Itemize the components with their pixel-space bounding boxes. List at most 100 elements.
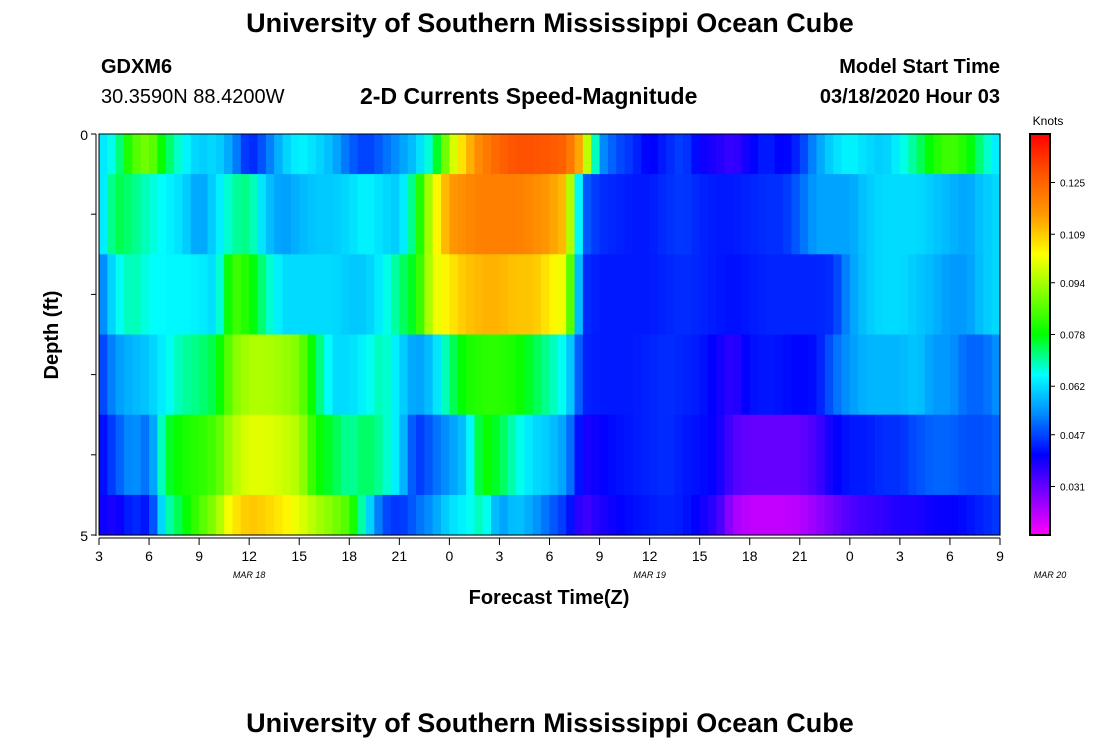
heatmap-cell <box>566 494 576 536</box>
heatmap-cell <box>174 174 184 255</box>
heatmap-cell <box>949 334 959 416</box>
heatmap-cell <box>582 494 592 536</box>
heatmap-cell <box>666 334 676 416</box>
heatmap-cell <box>324 174 334 255</box>
heatmap-cell <box>107 254 117 336</box>
heatmap-cell <box>649 414 659 496</box>
heatmap-cell <box>941 254 951 336</box>
heatmap-cell <box>232 494 242 536</box>
heatmap-cell <box>507 414 517 496</box>
heatmap-cell <box>249 174 259 255</box>
heatmap-cell <box>966 134 976 175</box>
chart-title-bottom: University of Southern Mississippi Ocean… <box>246 708 854 738</box>
heatmap-cell <box>582 134 592 175</box>
heatmap-cell <box>382 494 392 536</box>
heatmap-cell <box>958 494 968 536</box>
heatmap-cell <box>933 494 943 536</box>
heatmap-cell <box>724 414 734 496</box>
heatmap-cell <box>958 414 968 496</box>
heatmap-cell <box>874 494 884 536</box>
heatmap-cell <box>207 494 217 536</box>
heatmap-cell <box>315 494 325 536</box>
heatmap-cell <box>649 174 659 255</box>
heatmap-cell <box>399 174 409 255</box>
heatmap-cell <box>257 334 267 416</box>
heatmap-cell <box>365 134 375 175</box>
heatmap-cell <box>416 174 425 255</box>
heatmap-cell <box>357 134 367 175</box>
heatmap-cell <box>966 174 976 255</box>
heatmap-cell <box>657 334 667 416</box>
heatmap-cell <box>949 494 959 536</box>
heatmap-cell <box>724 334 734 416</box>
heatmap-cell <box>182 414 192 496</box>
heatmap-cell <box>374 254 384 336</box>
heatmap-cell <box>441 134 450 175</box>
heatmap-cell <box>149 494 158 536</box>
heatmap-cell <box>783 334 793 416</box>
heatmap-cell <box>924 134 934 175</box>
heatmap-cell <box>474 334 484 416</box>
heatmap-cell <box>432 494 442 536</box>
heatmap-cell <box>390 494 400 536</box>
heatmap-cell <box>249 494 259 536</box>
heatmap-cell <box>491 254 501 336</box>
heatmap-cell <box>199 494 209 536</box>
heatmap-cell <box>124 254 133 336</box>
heatmap-cell <box>941 414 951 496</box>
heatmap-cell <box>524 254 534 336</box>
heatmap-cell <box>240 414 250 496</box>
heatmap-cell <box>849 334 859 416</box>
heatmap-cell <box>182 334 192 416</box>
heatmap-cell <box>749 254 759 336</box>
heatmap-cell <box>833 334 843 416</box>
heatmap-cell <box>774 174 784 255</box>
heatmap-cell <box>741 494 751 536</box>
heatmap-cell <box>657 414 667 496</box>
heatmap-cell <box>557 334 567 416</box>
heatmap-cell <box>958 134 968 175</box>
heatmap-cell <box>457 414 467 496</box>
heatmap-cell <box>115 254 125 336</box>
heatmap-cell <box>290 334 300 416</box>
heatmap-cell <box>449 254 459 336</box>
heatmap-cell <box>365 494 375 536</box>
heatmap-cell <box>374 494 384 536</box>
heatmap-cell <box>632 134 642 175</box>
heatmap-cell <box>924 414 934 496</box>
heatmap-cell <box>699 134 709 175</box>
heatmap-cell <box>174 334 184 416</box>
heatmap-cell <box>858 134 868 175</box>
heatmap-cell <box>315 134 325 175</box>
heatmap-cell <box>249 414 259 496</box>
heatmap-cell <box>716 254 726 336</box>
heatmap-cell <box>157 334 167 416</box>
heatmap-cell <box>557 174 567 255</box>
heatmap-cell <box>607 494 617 536</box>
heatmap-cell <box>641 494 651 536</box>
heatmap-cell <box>399 134 409 175</box>
heatmap-cell <box>899 174 909 255</box>
heatmap-cell <box>274 134 284 175</box>
heatmap-cell <box>716 134 726 175</box>
heatmap-cell <box>858 494 868 536</box>
heatmap-cell <box>215 134 225 175</box>
heatmap-cell <box>290 414 300 496</box>
heatmap-cell <box>874 254 884 336</box>
heatmap-cell <box>899 134 909 175</box>
chart-subtitle: 2-D Currents Speed-Magnitude <box>360 83 698 109</box>
heatmap-cell <box>607 334 617 416</box>
heatmap-cell <box>783 494 793 536</box>
heatmap-cell <box>841 414 851 496</box>
heatmap-cell <box>791 414 801 496</box>
heatmap-cell <box>858 334 868 416</box>
heatmap-cell <box>799 414 809 496</box>
heatmap-cell <box>866 494 876 536</box>
heatmap-cell <box>616 254 626 336</box>
station-coordinates: 30.3590N 88.4200W <box>101 86 285 108</box>
heatmap-cell <box>641 174 651 255</box>
heatmap-cell <box>332 174 342 255</box>
heatmap-cell <box>833 174 843 255</box>
heatmap-cell <box>899 334 909 416</box>
heatmap-cell <box>758 334 767 416</box>
